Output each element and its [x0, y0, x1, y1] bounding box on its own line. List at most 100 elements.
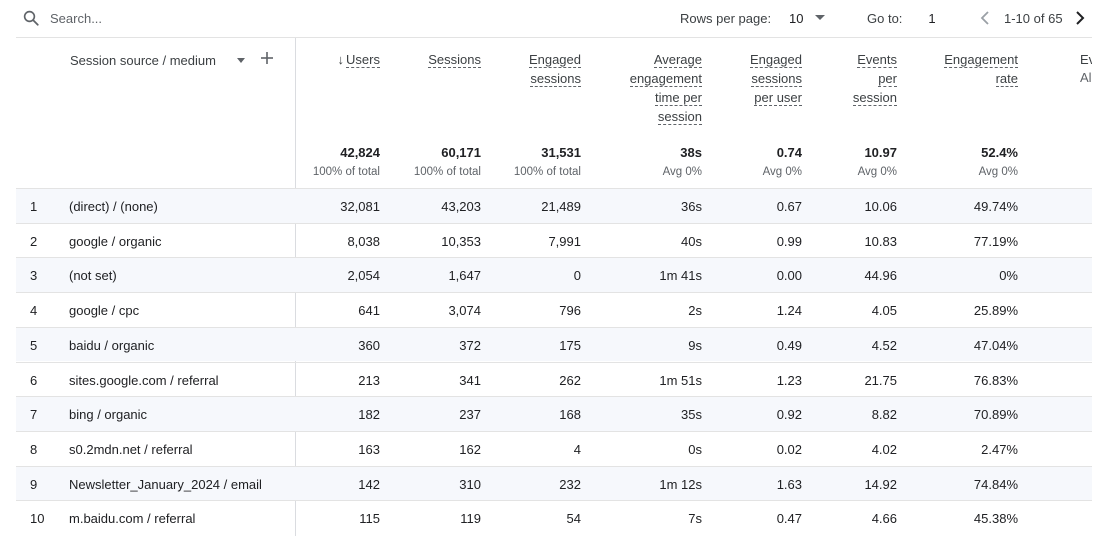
table-toolbar: Rows per page: 10 Go to: 1-10 of 65 — [0, 0, 1116, 37]
cell-events_per_session: 4.52 — [871, 337, 897, 353]
clipped-column-header[interactable]: Ev — [1080, 52, 1092, 67]
column-total-engagement_rate: 52.4% — [981, 145, 1018, 160]
cell-events_per_session: 21.75 — [864, 372, 897, 388]
cell-engaged_sessions: 54 — [566, 511, 581, 527]
row-index: 2 — [30, 233, 38, 249]
cell-engaged_sessions: 4 — [573, 441, 581, 457]
cell-users: 142 — [358, 476, 380, 492]
chevron-down-icon[interactable] — [815, 15, 825, 20]
column-header-engagement_rate[interactable]: Engagement rate — [944, 52, 1018, 87]
cell-sessions: 10,353 — [441, 233, 481, 249]
toolbar-divider — [16, 37, 1092, 38]
table-row[interactable]: 3 (not set) 2,054 1,647 0 1m 41s 0.00 44.96 0% — [16, 257, 1092, 293]
cell-events_per_session: 4.02 — [871, 441, 897, 457]
go-to-label: Go to: — [867, 11, 903, 26]
cell-users: 213 — [358, 372, 380, 388]
add-dimension-icon[interactable] — [260, 51, 274, 65]
row-index: 1 — [30, 199, 38, 214]
table-row[interactable]: 6 sites.google.com / referral 213 341 262 1m … — [16, 361, 1092, 397]
search-icon[interactable] — [22, 9, 40, 27]
column-total-sub-avg_engagement_time: Avg 0% — [662, 166, 702, 178]
dimension-header[interactable]: Session source / medium — [70, 53, 216, 68]
cell-engagement_rate: 47.04% — [973, 337, 1018, 353]
row-dimension-value: bing / organic — [69, 407, 148, 423]
cell-sessions: 310 — [459, 476, 481, 492]
table-row[interactable]: 9 Newsletter_January_2024 / email 142 310 23… — [16, 465, 1092, 501]
chevron-left-icon[interactable] — [977, 9, 993, 27]
cell-engaged_sessions: 21,489 — [541, 199, 581, 214]
column-header-avg_engagement_time[interactable]: Average engagement time per session — [629, 52, 702, 125]
table-row[interactable]: 10 m.baidu.com / referral 115 119 54 7s 0.47 4.… — [16, 500, 1092, 535]
cell-engagement_rate: 2.47% — [981, 441, 1018, 457]
cell-sessions: 119 — [460, 511, 481, 527]
row-index: 4 — [30, 303, 38, 319]
row-index: 6 — [30, 372, 38, 388]
table-row[interactable]: 1 (direct) / (none) 32,081 43,203 21,489 36s 0… — [16, 188, 1092, 223]
column-header-events_per_session[interactable]: Events per session — [852, 52, 897, 106]
cell-events_per_session: 10.83 — [864, 233, 897, 249]
column-header-engaged_sessions[interactable]: Engaged sessions — [528, 52, 581, 87]
cell-engaged_sessions: 796 — [559, 303, 581, 319]
cell-engaged_sessions: 262 — [559, 372, 581, 388]
cell-avg_engagement_time: 1m 51s — [659, 372, 702, 388]
table-row[interactable]: 5 baidu / organic 360 372 175 9s 0.49 4.52 47.04… — [16, 326, 1092, 362]
column-total-sub-events_per_session: Avg 0% — [857, 166, 897, 178]
cell-engaged_sessions: 232 — [559, 476, 581, 492]
cell-users: 641 — [358, 303, 380, 319]
column-total-users: 42,824 — [340, 145, 380, 160]
cell-sessions: 3,074 — [448, 303, 481, 319]
cell-events_per_session: 4.66 — [871, 511, 897, 527]
cell-engagement_rate: 49.74% — [973, 199, 1018, 214]
column-total-sub-sessions: 100% of total — [413, 166, 481, 178]
cell-avg_engagement_time: 2s — [688, 303, 702, 319]
column-total-sub-engagement_rate: Avg 0% — [978, 166, 1018, 178]
table-row[interactable]: 7 bing / organic 182 237 168 35s 0.92 8.82 70.89… — [16, 396, 1092, 431]
cell-engaged_sessions: 7,991 — [548, 233, 581, 249]
table-row[interactable]: 2 google / organic 8,038 10,353 7,991 40s 0.99… — [16, 222, 1092, 258]
column-header-engaged_sessions_per_user[interactable]: Engaged sessions per user — [749, 52, 802, 106]
sort-desc-icon[interactable]: ↓ — [337, 52, 345, 67]
cell-avg_engagement_time: 36s — [681, 199, 702, 214]
cell-engaged_sessions: 175 — [559, 337, 581, 353]
cell-users: 182 — [358, 407, 380, 423]
chevron-down-icon[interactable] — [237, 58, 245, 63]
cell-engaged_sessions_per_user: 0.99 — [776, 233, 802, 249]
cell-engagement_rate: 0% — [999, 268, 1018, 284]
column-total-sub-engaged_sessions_per_user: Avg 0% — [762, 166, 802, 178]
column-total-sessions: 60,171 — [441, 145, 481, 160]
column-header-sessions[interactable]: Sessions — [428, 52, 481, 68]
cell-sessions: 162 — [459, 441, 481, 457]
search-input[interactable] — [50, 8, 350, 28]
cell-engaged_sessions_per_user: 1.63 — [776, 476, 802, 492]
row-dimension-value: google / cpc — [69, 303, 140, 319]
rows-per-page-select[interactable]: 10 — [789, 11, 804, 26]
cell-users: 115 — [359, 511, 380, 527]
row-dimension-value: (not set) — [69, 268, 117, 284]
report-table: Session source / medium Ev All ↓Users 42,… — [16, 38, 1092, 536]
cell-engagement_rate: 76.83% — [973, 372, 1018, 388]
go-to-page-input[interactable] — [918, 8, 946, 28]
row-index: 9 — [30, 476, 38, 492]
cell-engaged_sessions_per_user: 0.00 — [776, 268, 802, 284]
column-header-users[interactable]: ↓ Users — [337, 52, 380, 68]
table-row[interactable]: 8 s0.2mdn.net / referral 163 162 4 0s 0.02 4.02… — [16, 430, 1092, 466]
cell-avg_engagement_time: 40s — [681, 233, 702, 249]
cell-users: 163 — [358, 441, 380, 457]
row-index: 10 — [30, 511, 45, 527]
cell-engaged_sessions_per_user: 0.47 — [776, 511, 802, 527]
cell-avg_engagement_time: 1m 41s — [659, 268, 702, 284]
row-dimension-value: s0.2mdn.net / referral — [69, 441, 193, 457]
row-dimension-value: m.baidu.com / referral — [69, 511, 196, 527]
chevron-right-icon[interactable] — [1072, 9, 1088, 27]
row-index: 7 — [30, 407, 38, 423]
cell-sessions: 372 — [459, 337, 481, 353]
cell-users: 360 — [358, 337, 380, 353]
cell-avg_engagement_time: 1m 12s — [659, 476, 702, 492]
cell-engaged_sessions_per_user: 0.92 — [776, 407, 802, 423]
table-row[interactable]: 4 google / cpc 641 3,074 796 2s 1.24 4.05 25.89% — [16, 292, 1092, 327]
clipped-column-subheader: All — [1080, 70, 1092, 85]
row-index: 5 — [30, 337, 38, 353]
row-dimension-value: baidu / organic — [69, 337, 155, 353]
column-total-events_per_session: 10.97 — [864, 145, 897, 160]
column-total-avg_engagement_time: 38s — [680, 145, 702, 160]
